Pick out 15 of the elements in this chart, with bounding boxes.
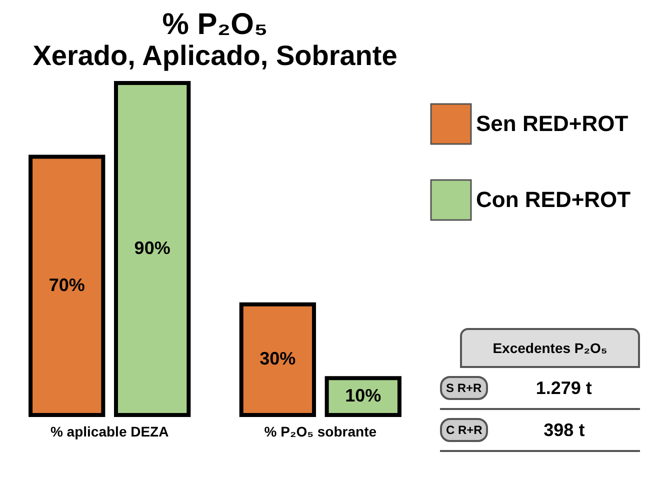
- legend-label: Sen RED+ROT: [476, 111, 629, 136]
- data-label: 30%: [260, 348, 296, 369]
- x-tick-label: % P₂O₅ sobrante: [264, 424, 377, 440]
- chart-title: % P₂O₅: [162, 8, 268, 41]
- chart-subtitle: Xerado, Aplicado, Sobrante: [32, 40, 398, 71]
- data-label: 70%: [48, 274, 85, 295]
- text: S R+R: [440, 376, 488, 400]
- text: Excedentes P₂O₅: [460, 328, 640, 368]
- data-label: 10%: [345, 386, 382, 406]
- text: 1.279 t: [534, 378, 593, 398]
- x-tick-label: % aplicable DEZA: [50, 424, 169, 440]
- data-label: 90%: [134, 238, 170, 258]
- legend-label: Con RED+ROT: [476, 187, 632, 212]
- text: 398 t: [542, 420, 586, 440]
- text: C R+R: [440, 418, 488, 442]
